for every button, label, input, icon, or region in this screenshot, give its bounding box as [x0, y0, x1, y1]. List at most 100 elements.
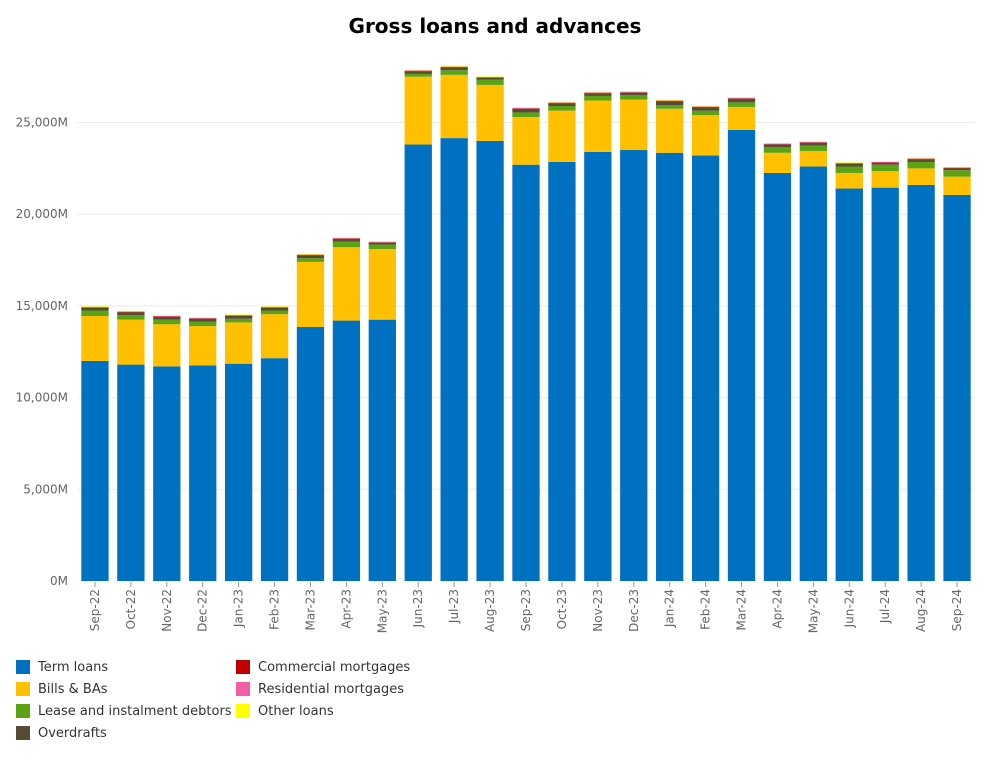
- legend-label: Other loans: [258, 703, 334, 719]
- bar-segment-other-loans: [296, 254, 325, 255]
- bar-segment-lease-and-instalment-debtors: [368, 244, 396, 250]
- bar-segment-overdrafts: [224, 316, 253, 319]
- x-tick-label: Jul-24: [878, 589, 892, 624]
- bar-segment-residential-mortgages: [368, 241, 396, 243]
- bar-segment-term-loans: [620, 150, 648, 581]
- bar-segment-bills-bas: [117, 319, 145, 365]
- x-tick-label: Dec-23: [627, 589, 641, 632]
- bar-segment-overdrafts: [117, 312, 145, 316]
- x-tick-label: Oct-22: [124, 589, 138, 629]
- bar-segment-residential-mortgages: [404, 70, 432, 71]
- bar-segment-term-loans: [332, 320, 361, 581]
- bar-segment-overdrafts: [835, 163, 863, 167]
- x-tick-label: Sep-22: [88, 589, 102, 631]
- bar-segment-other-loans: [189, 317, 217, 318]
- legend-swatch: [16, 660, 30, 674]
- bar-segment-lease-and-instalment-debtors: [153, 319, 181, 325]
- legend: Term loans Bills & BAs Lease and instalmen…: [16, 658, 456, 758]
- x-tick-label: Mar-23: [303, 589, 317, 630]
- legend-swatch: [236, 660, 250, 674]
- bar-segment-residential-mortgages: [224, 315, 253, 316]
- bar-segment-lease-and-instalment-debtors: [512, 112, 540, 118]
- bar-segment-overdrafts: [404, 71, 432, 74]
- bar-segment-lease-and-instalment-debtors: [296, 258, 325, 262]
- bar-segment-residential-mortgages: [620, 91, 648, 93]
- bar-segment-bills-bas: [224, 322, 253, 364]
- bar-segment-overdrafts: [476, 77, 504, 80]
- bar-segment-bills-bas: [943, 176, 971, 195]
- bar-segment-overdrafts: [548, 103, 576, 107]
- bar-segment-lease-and-instalment-debtors: [656, 105, 684, 109]
- bar-segment-term-loans: [153, 366, 181, 581]
- bar-segment-bills-bas: [332, 247, 361, 321]
- bar-segment-lease-and-instalment-debtors: [835, 166, 863, 173]
- bar-segment-other-loans: [620, 91, 648, 92]
- bar-segment-overdrafts: [656, 101, 684, 106]
- bar-segment-term-loans: [440, 138, 468, 581]
- bar-segment-residential-mortgages: [332, 238, 361, 239]
- bar-segment-bills-bas: [727, 106, 756, 130]
- bar-segment-bills-bas: [189, 326, 217, 366]
- bar-segment-other-loans: [81, 306, 109, 307]
- legend-item-bills-bas: Bills & BAs: [16, 680, 108, 698]
- x-tick-label: Apr-23: [339, 589, 353, 629]
- bar-segment-other-loans: [224, 314, 253, 316]
- bar-segment-residential-mortgages: [296, 254, 325, 256]
- bar-segment-other-loans: [691, 105, 720, 107]
- y-tick-label: 25,000M: [16, 116, 68, 130]
- bar-segment-overdrafts: [763, 144, 792, 148]
- bar-segment-overdrafts: [153, 316, 181, 320]
- x-tick-label: Jul-23: [447, 589, 461, 624]
- legend-item-term-loans: Term loans: [16, 658, 108, 676]
- bar-segment-other-loans: [117, 310, 145, 312]
- bar-segment-lease-and-instalment-debtors: [943, 170, 971, 177]
- bar-segment-lease-and-instalment-debtors: [260, 310, 289, 315]
- legend-item-commercial-mortgages: Commercial mortgages: [236, 658, 410, 676]
- axis-layer: 0M 5,000M 10,000M 15,000M 20,000M 25,000M Sep-…: [16, 116, 964, 634]
- bar-segment-overdrafts: [871, 162, 899, 165]
- bar-segment-overdrafts: [332, 238, 361, 242]
- bar-segment-other-loans: [943, 166, 971, 168]
- bar-segment-overdrafts: [440, 67, 468, 71]
- x-tick-label: Aug-24: [914, 589, 928, 632]
- bar-segment-bills-bas: [584, 100, 612, 152]
- bar-segment-residential-mortgages: [835, 162, 863, 164]
- bar-segment-bills-bas: [656, 108, 684, 153]
- bar-segment-lease-and-instalment-debtors: [404, 73, 432, 77]
- bar-segment-bills-bas: [835, 172, 863, 189]
- x-tick-label: Apr-24: [770, 589, 784, 629]
- x-tick-label: May-23: [375, 589, 389, 633]
- bar-segment-other-loans: [584, 91, 612, 93]
- bar-segment-term-loans: [656, 152, 684, 582]
- bar-segment-term-loans: [189, 365, 217, 581]
- bar-segment-term-loans: [871, 187, 899, 581]
- x-tick-label: Sep-23: [519, 589, 533, 631]
- bar-segment-residential-mortgages: [763, 143, 792, 145]
- bar-segment-bills-bas: [440, 74, 468, 139]
- legend-label: Residential mortgages: [258, 681, 405, 697]
- bar-segment-lease-and-instalment-debtors: [763, 147, 792, 153]
- bar-segment-other-loans: [871, 161, 899, 162]
- bar-segment-residential-mortgages: [189, 317, 217, 319]
- bar-segment-term-loans: [404, 144, 432, 581]
- bar-segment-overdrafts: [296, 255, 325, 259]
- bar-segment-overdrafts: [907, 159, 935, 162]
- bar-segment-bills-bas: [404, 76, 432, 145]
- bar-segment-other-loans: [548, 101, 576, 103]
- bar-segment-other-loans: [476, 76, 504, 78]
- bar-segment-other-loans: [763, 143, 792, 144]
- x-tick-label: Mar-24: [735, 589, 749, 630]
- bars-layer: [81, 66, 971, 582]
- bar-segment-lease-and-instalment-debtors: [224, 318, 253, 323]
- x-tick-label: Dec-22: [196, 589, 210, 632]
- legend-label: Commercial mortgages: [258, 659, 411, 675]
- bar-segment-other-loans: [260, 306, 289, 307]
- bar-segment-bills-bas: [799, 150, 828, 167]
- bar-segment-overdrafts: [584, 93, 612, 96]
- bar-segment-residential-mortgages: [907, 158, 935, 159]
- y-tick-label: 15,000M: [16, 299, 68, 313]
- bar-segment-residential-mortgages: [727, 97, 756, 99]
- bar-segment-bills-bas: [907, 168, 935, 185]
- bar-segment-other-loans: [835, 162, 863, 163]
- bar-segment-residential-mortgages: [476, 77, 504, 78]
